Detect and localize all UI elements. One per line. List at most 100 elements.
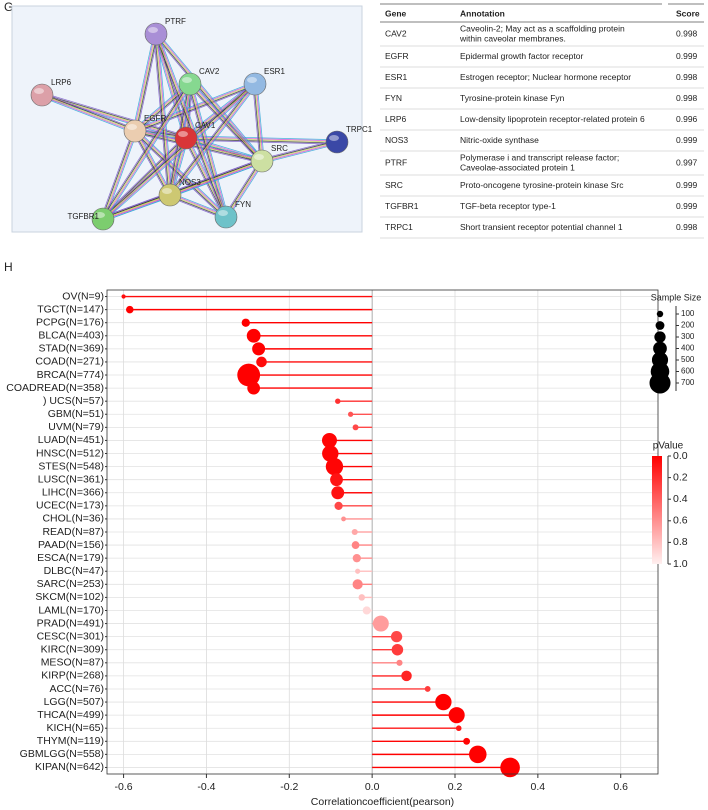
table-gene: PTRF	[385, 157, 407, 167]
network-edge	[103, 196, 171, 222]
dot	[358, 594, 366, 601]
dot	[121, 294, 126, 299]
network-edge	[41, 96, 135, 134]
network-edge	[134, 132, 262, 164]
node-highlight	[162, 188, 172, 194]
color-bar	[652, 456, 662, 564]
node-label: CAV2	[199, 67, 220, 76]
table-annotation: Epidermal growth factor receptor	[460, 51, 583, 61]
y-tick-label: KIRC(N=309)	[41, 644, 104, 656]
panel-label: H	[4, 260, 13, 274]
network-edge	[134, 130, 171, 196]
size-legend-label: 100	[681, 309, 695, 318]
size-legend-dot	[649, 372, 671, 394]
node-label: EGFR	[144, 114, 166, 123]
table-annotation: Polymerase i and transcript release fact…	[460, 152, 619, 162]
size-legend-label: 600	[681, 367, 695, 376]
y-tick-label: STAD(N=369)	[39, 343, 104, 355]
node-highlight	[178, 131, 188, 137]
size-legend-label: 400	[681, 344, 695, 353]
node-label: NOS3	[179, 178, 201, 187]
y-tick-label: CHOL(N=36)	[42, 513, 104, 525]
color-legend-title: pValue	[653, 441, 684, 452]
dot	[330, 473, 343, 487]
node-highlight	[218, 210, 228, 216]
dot	[331, 486, 345, 500]
table-annotation: Caveolae-associated protein 1	[460, 162, 575, 172]
network-edge	[155, 33, 227, 218]
network-node	[158, 183, 182, 207]
dot	[341, 516, 346, 522]
network-edge	[136, 34, 159, 132]
network-edge	[156, 33, 264, 161]
network-edge	[101, 130, 135, 219]
x-tick-label: -0.2	[280, 781, 298, 793]
y-tick-label: KICH(N=65)	[47, 722, 104, 734]
dot	[455, 725, 462, 732]
network-edge	[104, 84, 193, 221]
dot	[334, 501, 343, 510]
network-edge	[223, 159, 261, 217]
y-tick-label: LUAD(N=451)	[38, 434, 104, 446]
network-edge	[133, 131, 226, 219]
dot	[237, 363, 261, 387]
network-edge	[156, 33, 172, 195]
x-tick-label: 0.2	[448, 781, 463, 793]
table-score: 0.997	[676, 157, 698, 167]
table-score: 0.999	[676, 180, 698, 190]
network-edge	[134, 33, 157, 132]
x-tick-label: 0.4	[531, 781, 546, 793]
network-edge	[132, 33, 155, 131]
dot	[463, 737, 471, 745]
x-axis-title: Correlationcoefficient(pearson)	[311, 796, 454, 808]
table-gene: TGFBR1	[385, 201, 419, 211]
dot	[325, 457, 344, 476]
network-node	[178, 72, 202, 96]
network-edge	[171, 85, 258, 197]
network-node	[325, 130, 349, 154]
network-edge	[102, 193, 170, 219]
dot	[372, 615, 389, 632]
network-node	[174, 126, 198, 150]
network-edge	[261, 141, 338, 162]
network-edge	[101, 83, 190, 219]
network-edge	[262, 142, 338, 163]
network-edge	[190, 83, 228, 217]
network-edge	[133, 33, 156, 131]
network-edge	[169, 83, 256, 196]
y-tick-label: OV(N=9)	[62, 290, 104, 302]
network-edge	[41, 94, 136, 132]
dot	[352, 424, 359, 431]
table-annotation: TGF-beta receptor type-1	[460, 201, 556, 211]
network-edge	[102, 192, 170, 218]
network-edge	[42, 93, 136, 131]
network-edge	[253, 84, 262, 162]
size-legend-label: 200	[681, 321, 695, 330]
y-tick-label: UCEC(N=173)	[36, 500, 104, 512]
network-edge	[156, 33, 228, 217]
table-annotation: within caveolar membranes.	[459, 33, 566, 43]
dot	[352, 553, 361, 563]
table-header: Score	[676, 8, 700, 18]
table-gene: SRC	[385, 180, 403, 190]
dot	[424, 686, 431, 692]
network-edge	[132, 131, 169, 197]
table-score: 0.999	[676, 51, 698, 61]
network-edge	[135, 130, 172, 195]
network-edge	[102, 130, 136, 220]
table-score: 0.998	[676, 72, 698, 82]
network-node	[91, 207, 115, 231]
y-tick-label: ESCA(N=179)	[37, 552, 104, 564]
y-tick-label: TGCT(N=147)	[37, 303, 104, 315]
dot	[256, 356, 267, 368]
y-tick-label: PCPG(N=176)	[36, 316, 104, 328]
node-highlight	[95, 212, 105, 218]
color-legend-label: 1.0	[673, 558, 688, 570]
y-tick-label: KIPAN(N=642)	[35, 761, 104, 773]
network-edge	[190, 82, 264, 161]
network-edge	[103, 195, 171, 221]
network-edge	[252, 84, 261, 162]
network-edge	[41, 95, 135, 133]
network-edge	[185, 137, 227, 218]
network-node	[144, 22, 168, 46]
